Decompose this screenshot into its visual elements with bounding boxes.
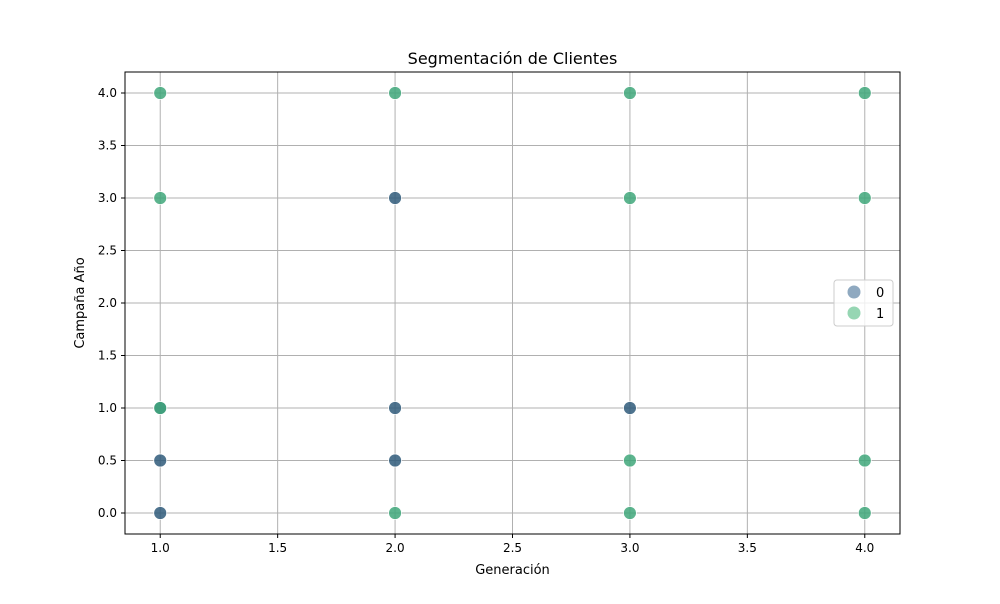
y-tick-label: 0.0 bbox=[98, 506, 117, 520]
x-tick-label: 3.0 bbox=[620, 541, 639, 555]
scatter-point-series-1 bbox=[623, 86, 637, 100]
scatter-point-series-0 bbox=[388, 401, 402, 415]
x-tick-label: 1.5 bbox=[268, 541, 287, 555]
scatter-point-series-0 bbox=[153, 506, 168, 520]
scatter-point-series-0 bbox=[153, 453, 168, 468]
y-tick-label: 3.0 bbox=[98, 191, 117, 205]
scatter-point-series-0 bbox=[623, 401, 637, 415]
scatter-point-series-0 bbox=[388, 453, 402, 468]
scatter-point-series-1 bbox=[623, 453, 637, 468]
y-tick-label: 2.0 bbox=[98, 296, 117, 310]
y-tick-label: 4.0 bbox=[98, 86, 117, 100]
y-tick-label: 1.0 bbox=[98, 401, 117, 415]
x-tick-label: 3.5 bbox=[738, 541, 757, 555]
scatter-point-series-1 bbox=[857, 191, 872, 205]
scatter-point-series-1 bbox=[388, 86, 402, 100]
scatter-point-series-1 bbox=[153, 191, 168, 205]
x-tick-label: 2.5 bbox=[503, 541, 522, 555]
legend: 0 1 bbox=[833, 279, 894, 327]
scatter-point-series-1 bbox=[623, 506, 637, 520]
legend-marker-0 bbox=[847, 285, 861, 299]
legend-label-1: 1 bbox=[876, 307, 884, 322]
grid bbox=[125, 72, 900, 534]
scatter-point-series-0 bbox=[388, 191, 402, 205]
scatter-point-series-1 bbox=[153, 401, 168, 415]
chart-title: Segmentación de Clientes bbox=[408, 49, 618, 68]
x-tick-label: 2.0 bbox=[386, 541, 405, 555]
y-axis-label: Campaña Año bbox=[73, 257, 88, 348]
scatter-point-series-1 bbox=[623, 191, 637, 205]
scatter-point-series-1 bbox=[388, 506, 402, 520]
x-tick-label: 1.0 bbox=[151, 541, 170, 555]
scatter-point-series-1 bbox=[153, 86, 168, 100]
x-tick-label: 4.0 bbox=[855, 541, 874, 555]
scatter-point-series-1 bbox=[857, 453, 872, 468]
data-points bbox=[153, 86, 872, 520]
y-tick-label: 2.5 bbox=[98, 244, 117, 258]
legend-label-0: 0 bbox=[876, 286, 884, 301]
scatter-point-series-1 bbox=[857, 506, 872, 520]
scatter-point-series-1 bbox=[857, 86, 872, 100]
y-tick-label: 3.5 bbox=[98, 139, 117, 153]
x-axis-label: Generación bbox=[475, 563, 550, 578]
y-tick-label: 0.5 bbox=[98, 454, 117, 468]
legend-marker-1 bbox=[847, 306, 861, 320]
axis-ticks: 1.0 1.5 2.0 2.5 3.0 3.5 4.0 0.0 0.5 1.0 1.5 2.0 2.5 3… bbox=[98, 86, 874, 555]
y-tick-label: 1.5 bbox=[98, 349, 117, 363]
